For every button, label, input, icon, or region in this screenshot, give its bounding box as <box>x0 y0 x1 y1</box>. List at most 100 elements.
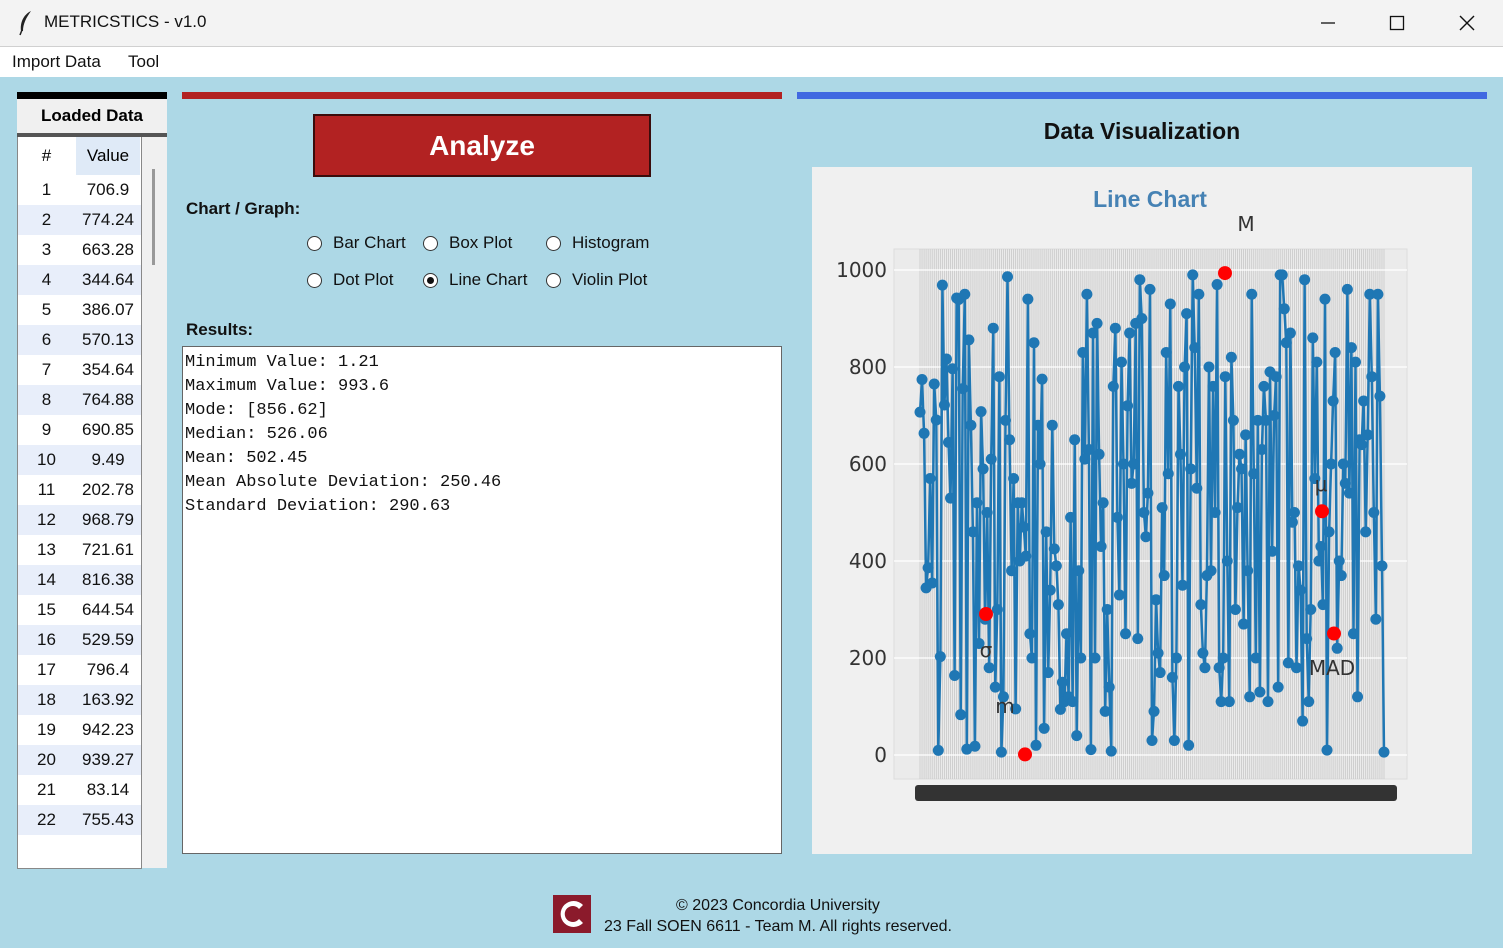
data-table[interactable]: # Value 1 706.9 2 774.24 3 663.28 4 344.64 5 386.… <box>17 137 142 869</box>
data-point <box>1144 283 1156 295</box>
row-value: 816.38 <box>82 570 134 589</box>
row-index: 1 <box>41 180 52 199</box>
data-point <box>1307 332 1319 344</box>
menu-bar: Import Data Tool <box>0 47 1503 77</box>
table-row[interactable]: 2 774.24 <box>18 205 141 235</box>
maximize-button[interactable] <box>1362 0 1432 46</box>
radio-circle[interactable] <box>546 235 561 251</box>
radio-box-plot[interactable]: Box Plot <box>423 233 512 253</box>
data-point <box>1250 652 1262 664</box>
data-point <box>1170 652 1182 664</box>
data-point <box>1276 269 1288 281</box>
results-textbox[interactable]: Minimum Value: 1.21 Maximum Value: 993.6… <box>182 346 782 854</box>
table-row[interactable]: 10 9.49 <box>18 445 141 475</box>
table-row[interactable]: 15 644.54 <box>18 595 141 625</box>
radio-line-chart[interactable]: Line Chart <box>423 270 527 290</box>
data-point <box>947 363 959 375</box>
table-row[interactable]: 22 755.43 <box>18 805 141 835</box>
row-value: 83.14 <box>86 780 130 799</box>
data-point <box>1132 633 1144 645</box>
radio-bar-chart[interactable]: Bar Chart <box>307 233 406 253</box>
table-row[interactable]: 21 83.14 <box>18 775 141 805</box>
data-point <box>1331 642 1343 654</box>
row-value: 344.64 <box>82 270 134 289</box>
radio-violin-plot[interactable]: Violin Plot <box>546 270 647 290</box>
data-point <box>971 497 983 509</box>
table-row[interactable]: 9 690.85 <box>18 415 141 445</box>
table-row[interactable]: 3 663.28 <box>18 235 141 265</box>
data-point <box>1325 458 1337 470</box>
data-point <box>1187 269 1199 281</box>
table-row[interactable]: 20 939.27 <box>18 745 141 775</box>
stat-marker <box>979 607 993 622</box>
table-row[interactable]: 12 968.79 <box>18 505 141 535</box>
menu-tool[interactable]: Tool <box>128 52 160 71</box>
radio-circle-selected[interactable] <box>423 272 438 288</box>
data-point <box>1115 356 1127 368</box>
row-index: 7 <box>41 360 52 379</box>
row-index: 18 <box>37 690 56 709</box>
data-point <box>916 373 928 385</box>
data-point <box>1301 633 1313 645</box>
table-row[interactable]: 14 816.38 <box>18 565 141 595</box>
radio-circle[interactable] <box>423 235 438 251</box>
data-point <box>1071 730 1083 742</box>
radio-circle[interactable] <box>546 272 561 288</box>
minimize-icon <box>1321 22 1335 24</box>
menu-import-data[interactable]: Import Data <box>12 52 101 71</box>
table-row[interactable]: 1 706.9 <box>18 175 141 205</box>
row-index: 3 <box>41 240 52 259</box>
row-value: 386.07 <box>82 300 134 319</box>
table-row[interactable]: 11 202.78 <box>18 475 141 505</box>
data-point <box>1091 317 1103 329</box>
row-index: 19 <box>37 720 56 739</box>
data-point <box>1189 342 1201 354</box>
radio-dot-plot[interactable]: Dot Plot <box>307 270 393 290</box>
data-point <box>1134 274 1146 286</box>
column-header-number[interactable]: # <box>41 146 52 165</box>
radio-circle[interactable] <box>307 272 322 288</box>
minimize-button[interactable] <box>1293 0 1363 46</box>
data-point <box>1252 414 1264 426</box>
radio-label: Dot Plot <box>333 270 394 289</box>
table-row[interactable]: 17 796.4 <box>18 655 141 685</box>
stat-marker-label: m <box>995 694 1014 718</box>
table-row[interactable]: 18 163.92 <box>18 685 141 715</box>
data-point <box>1002 271 1014 283</box>
table-row[interactable]: 4 344.64 <box>18 265 141 295</box>
row-value: 764.88 <box>82 390 134 409</box>
radio-label: Bar Chart <box>333 233 406 252</box>
radio-histogram[interactable]: Histogram <box>546 233 649 253</box>
row-value: 354.64 <box>82 360 134 379</box>
data-point <box>1272 681 1284 693</box>
data-point <box>940 353 952 365</box>
row-value: 202.78 <box>82 480 134 499</box>
table-row[interactable]: 13 721.61 <box>18 535 141 565</box>
data-point <box>942 436 954 448</box>
data-point <box>1378 746 1390 758</box>
data-point <box>1368 507 1380 518</box>
data-point <box>1061 628 1073 640</box>
column-header-value[interactable]: Value <box>76 137 140 175</box>
data-point <box>1181 308 1193 320</box>
analyze-button[interactable]: Analyze <box>313 114 651 177</box>
table-row[interactable]: 16 529.59 <box>18 625 141 655</box>
table-row[interactable]: 5 386.07 <box>18 295 141 325</box>
row-value: 942.23 <box>82 720 134 739</box>
row-value: 690.85 <box>82 420 134 439</box>
row-value: 968.79 <box>82 510 134 529</box>
table-scrollbar[interactable] <box>142 137 167 868</box>
data-point <box>959 288 971 300</box>
row-value: 774.24 <box>82 210 134 229</box>
data-point <box>1280 337 1292 349</box>
table-row[interactable]: 7 354.64 <box>18 355 141 385</box>
row-value: 706.9 <box>86 180 130 199</box>
close-button[interactable] <box>1432 0 1502 46</box>
data-point <box>1286 516 1298 528</box>
table-row[interactable]: 6 570.13 <box>18 325 141 355</box>
row-index: 14 <box>37 570 56 589</box>
radio-circle[interactable] <box>307 235 322 251</box>
scrollbar-thumb[interactable] <box>152 169 155 265</box>
table-row[interactable]: 19 942.23 <box>18 715 141 745</box>
table-row[interactable]: 8 764.88 <box>18 385 141 415</box>
